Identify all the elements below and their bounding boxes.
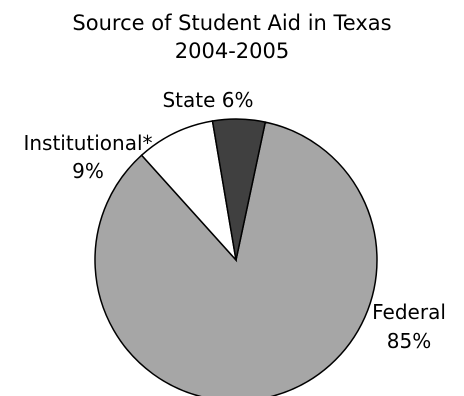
institutional-slice [140, 120, 238, 263]
federal-label: Federal [372, 300, 446, 324]
state-label: State 6% [162, 88, 253, 112]
institutional-value-label: 9% [72, 159, 104, 183]
institutional-label: Institutional* [23, 131, 152, 155]
federal-value-label: 85% [387, 329, 431, 353]
state-slice [211, 118, 267, 261]
federal-slice [94, 121, 378, 396]
pie-slices [94, 118, 378, 396]
chart-title-line-1: Source of Student Aid in Texas [72, 11, 392, 35]
chart-title-line-2: 2004-2005 [174, 39, 290, 63]
